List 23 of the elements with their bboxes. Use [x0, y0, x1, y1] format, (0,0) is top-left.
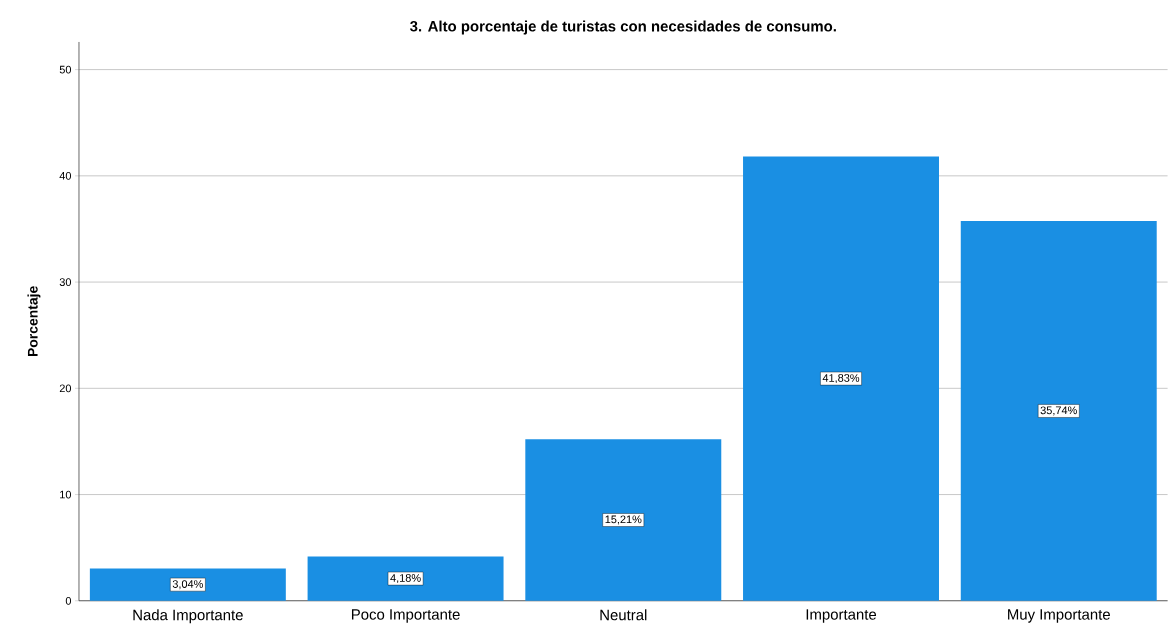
- x-tick-label: Muy Importante: [1008, 609, 1110, 623]
- y-tick-label: 20: [59, 384, 72, 393]
- y-tick-label: 10: [60, 490, 72, 499]
- bar: [743, 156, 939, 601]
- bar: [960, 221, 1157, 601]
- y-tick-label: 0: [65, 597, 72, 605]
- chart-title: 3. Alto porcentaje de turistas con necesidades de consumo.: [410, 20, 836, 35]
- data-label: 4,18%: [390, 574, 421, 584]
- x-tick-label: Importante: [806, 609, 877, 623]
- bar: [89, 568, 286, 601]
- bar: [307, 556, 504, 601]
- data-label: 3,04%: [172, 580, 203, 590]
- x-tick-label: Poco Importante: [351, 609, 460, 623]
- data-label: 41,83%: [822, 374, 860, 384]
- bar: [525, 439, 722, 601]
- data-label: 15,21%: [605, 515, 642, 525]
- y-axis-title: Porcentaje: [27, 286, 41, 357]
- x-tick-label: Neutral: [600, 609, 647, 621]
- y-tick-label: 30: [59, 278, 72, 287]
- data-label: 35,74%: [1040, 406, 1077, 416]
- x-tick-label: Nada Importante: [133, 609, 243, 624]
- y-tick-label: 40: [59, 172, 72, 180]
- y-tick-label: 50: [59, 65, 72, 74]
